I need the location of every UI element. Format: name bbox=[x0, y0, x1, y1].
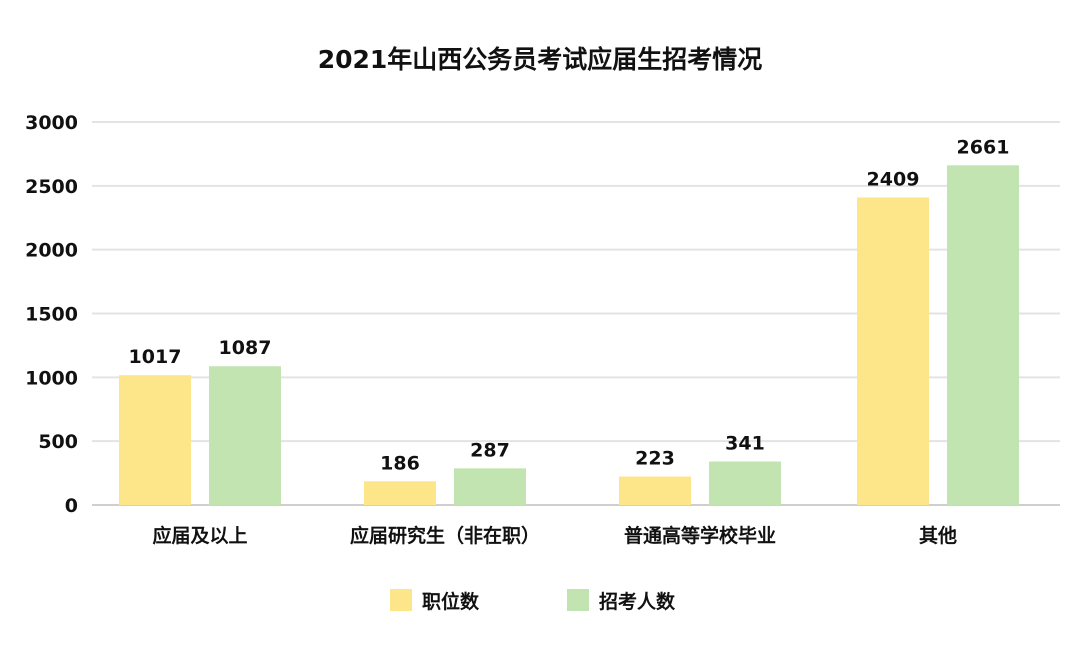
legend: 职位数 招考人数 bbox=[390, 589, 676, 613]
bar-positions bbox=[364, 481, 436, 505]
x-axis-categories: 应届及以上 应届研究生（非在职） 普通高等学校毕业 其他 bbox=[152, 524, 957, 547]
data-label: 1087 bbox=[219, 337, 272, 359]
x-category-label: 应届及以上 bbox=[152, 524, 247, 547]
data-label: 223 bbox=[635, 448, 675, 470]
chart-title: 2021年山西公务员考试应届生招考情况 bbox=[318, 45, 763, 74]
x-category-label: 应届研究生（非在职） bbox=[350, 524, 540, 547]
x-category-label: 其他 bbox=[919, 524, 957, 547]
y-tick-label: 2500 bbox=[25, 176, 78, 198]
y-tick-label: 500 bbox=[38, 431, 78, 453]
data-label: 186 bbox=[380, 452, 420, 474]
legend-label: 职位数 bbox=[422, 590, 480, 613]
data-label: 287 bbox=[470, 439, 510, 461]
y-tick-label: 1000 bbox=[25, 367, 78, 389]
data-labels: 1017 1087 186 287 223 341 2409 2661 bbox=[129, 136, 1010, 474]
data-label: 341 bbox=[725, 432, 765, 454]
bar-positions bbox=[857, 197, 929, 506]
bar-applicants bbox=[947, 165, 1019, 506]
bar-positions bbox=[619, 476, 691, 505]
bar-applicants bbox=[454, 468, 526, 505]
bar-positions bbox=[119, 375, 191, 505]
data-label: 2661 bbox=[957, 136, 1010, 158]
legend-swatch bbox=[390, 589, 412, 611]
bar-applicants bbox=[709, 461, 781, 505]
legend-swatch bbox=[567, 589, 589, 611]
bars bbox=[119, 165, 1019, 506]
y-tick-label: 0 bbox=[65, 495, 78, 517]
data-label: 2409 bbox=[867, 168, 920, 190]
legend-label: 招考人数 bbox=[599, 590, 676, 613]
y-axis-ticks: 0 500 1000 1500 2000 2500 3000 bbox=[25, 112, 78, 517]
y-tick-label: 1500 bbox=[25, 304, 78, 326]
bar-applicants bbox=[209, 366, 281, 505]
x-category-label: 普通高等学校毕业 bbox=[624, 524, 776, 547]
data-label: 1017 bbox=[129, 346, 182, 368]
y-tick-label: 3000 bbox=[25, 112, 78, 134]
y-tick-label: 2000 bbox=[25, 240, 78, 262]
